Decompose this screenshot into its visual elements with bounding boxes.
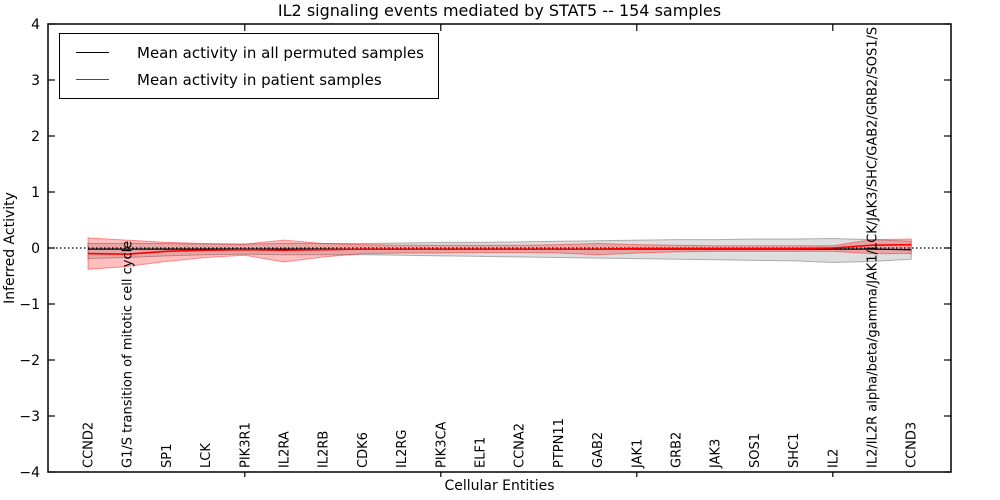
permuted-band	[87, 237, 912, 264]
x-tick-label: SOS1	[748, 433, 763, 468]
legend: Mean activity in all permuted samples Me…	[59, 33, 439, 99]
y-tick-label: −2	[19, 353, 40, 369]
legend-line-sample-patient	[76, 79, 109, 80]
x-tick-label: JAK1	[630, 439, 645, 469]
x-tick-label: PIK3CA	[434, 421, 449, 468]
x-tick-label: CCND2	[82, 422, 97, 468]
legend-label: Mean activity in all permuted samples	[137, 43, 424, 62]
y-tick-label: 1	[31, 185, 40, 201]
y-axis-title: Inferred Activity	[2, 192, 18, 304]
x-tick-label: SHC1	[787, 433, 802, 468]
legend-line-sample-permuted	[76, 52, 109, 53]
x-tick-label: IL2	[826, 449, 841, 468]
x-tick-label: SP1	[160, 444, 175, 468]
series-lines	[87, 243, 912, 255]
x-tick-label: CCNA2	[513, 423, 528, 468]
y-tick-label: 3	[31, 73, 40, 89]
x-tick-label: ELF1	[474, 437, 489, 468]
y-tick-label: 4	[31, 17, 40, 33]
legend-label: Mean activity in patient samples	[137, 70, 382, 89]
axes	[47, 23, 952, 477]
x-tick-label: IL2RG	[395, 430, 410, 468]
tick-labels: −4 −3 −2 −1 0 1 2 3 4 CCND2 G1/S transition of mit…	[19, 17, 919, 481]
x-tick-label: IL2/IL2R alpha/beta/gamma/JAK1/LCK/JAK3/…	[866, 27, 881, 468]
x-tick-label: CDK6	[356, 432, 371, 468]
y-tick-label: 2	[31, 129, 40, 145]
legend-item: Mean activity in all permuted samples	[66, 39, 424, 66]
x-tick-label: IL2RB	[317, 431, 332, 468]
x-tick-label: PTPN11	[552, 418, 567, 468]
x-tick-label: GAB2	[591, 432, 606, 468]
patient-band	[87, 237, 912, 270]
y-tick-label: 0	[31, 241, 40, 257]
y-tick-label: −3	[19, 409, 40, 425]
y-tick-label: −1	[19, 297, 40, 313]
x-tick-label: CCND3	[905, 422, 920, 468]
x-tick-label: IL2RA	[278, 431, 293, 468]
x-tick-label: PIK3R1	[238, 422, 253, 468]
x-tick-label: GRB2	[670, 432, 685, 468]
y-tick-label: −4	[19, 465, 40, 481]
x-tick-label: LCK	[199, 443, 214, 468]
patient-mean-line	[87, 243, 912, 255]
x-tick-label: G1/S transition of mitotic cell cycle	[121, 241, 136, 468]
chart-title: IL2 signaling events mediated by STAT5 -…	[277, 1, 722, 20]
legend-item: Mean activity in patient samples	[66, 66, 424, 93]
x-tick-label: JAK3	[709, 439, 724, 469]
x-axis-title: Cellular Entities	[444, 478, 555, 494]
confidence-bands	[87, 237, 912, 270]
